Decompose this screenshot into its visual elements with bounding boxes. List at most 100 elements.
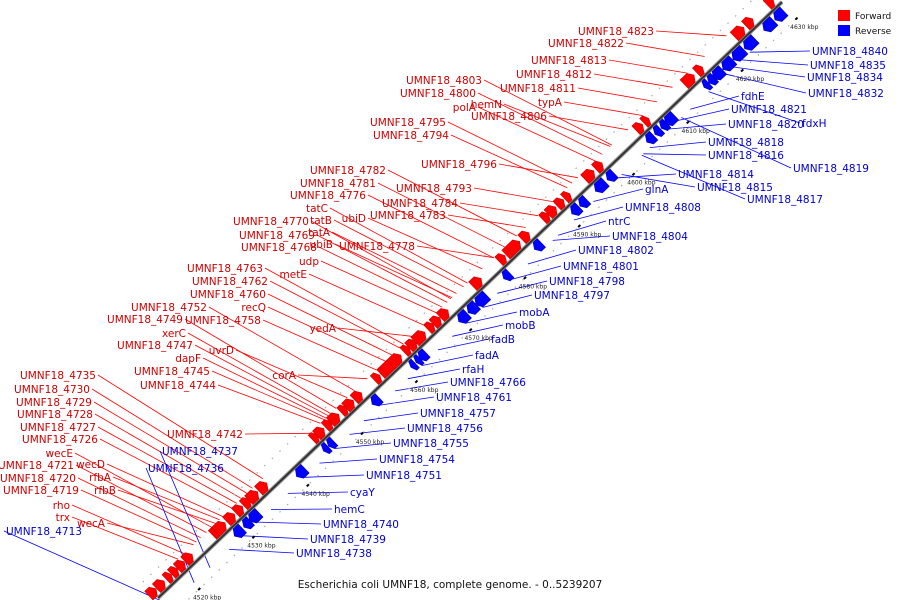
forward-gene-label: UMNF18_4782: [310, 165, 386, 177]
forward-gene-arrow: [222, 512, 237, 527]
reverse-gene-arrow: [413, 353, 425, 366]
forward-leader-line: [106, 463, 224, 517]
forward-gene-label: UMNF18_4793: [396, 183, 472, 195]
forward-gene-label: UMNF18_4800: [400, 88, 476, 100]
reverse-gene-label: UMNF18_4820: [728, 119, 804, 131]
reverse-gene-arrow: [474, 290, 492, 308]
reverse-gene-arrow: [762, 16, 779, 33]
forward-gene-label: UMNF18_4730: [14, 384, 90, 396]
forward-gene-label: xerC: [162, 328, 186, 340]
forward-leader-line: [447, 121, 573, 184]
reverse-leader-line: [421, 354, 474, 366]
forward-gene-label: UMNF18_4796: [421, 159, 497, 171]
reverse-leader-line: [552, 235, 611, 241]
forward-leader-line: [244, 432, 311, 435]
reverse-leader-line: [649, 141, 707, 148]
reverse-leader-line: [145, 467, 195, 583]
legend: Forward Reverse: [838, 10, 892, 37]
forward-leader-line: [80, 489, 197, 543]
forward-leader-line: [184, 318, 337, 409]
forward-leader-line: [91, 388, 253, 489]
forward-gene-label: yedA: [309, 323, 336, 335]
reverse-gene-label: cyaY: [350, 487, 375, 499]
reverse-leader-line: [734, 66, 806, 78]
reverse-gene-label: UMNF18_4736: [148, 463, 224, 475]
reverse-gene-label: UMNF18_4840: [812, 46, 888, 58]
scale-tick-label: 4590 kbp: [573, 232, 601, 239]
reverse-leader-line: [557, 220, 607, 236]
reverse-gene-label: UMNF18_4754: [379, 454, 455, 466]
reverse-gene-arrow: [532, 238, 546, 252]
reverse-gene-arrow: [417, 348, 431, 362]
forward-leader-line: [377, 182, 506, 248]
forward-gene-label: UMNF18_4744: [140, 380, 216, 392]
forward-leader-line: [112, 476, 220, 521]
reverse-leader-line: [593, 188, 644, 202]
forward-leader-line: [71, 516, 179, 560]
forward-gene-arrow: [336, 404, 349, 418]
forward-leader-line: [117, 489, 216, 524]
forward-gene-arrow: [741, 16, 755, 31]
label-leader-lines: [3, 30, 811, 600]
forward-gene-label: UMNF18_4776: [290, 190, 366, 202]
reverse-gene-label: rfaH: [462, 364, 484, 376]
forward-gene-arrow: [211, 520, 227, 537]
scale-tick: [794, 16, 799, 21]
forward-leader-line: [106, 522, 194, 546]
forward-gene-arrow: [559, 190, 573, 204]
forward-leader-line: [217, 384, 321, 424]
forward-leader-line: [235, 349, 348, 399]
forward-gene-arrow: [543, 205, 558, 219]
reverse-leader-line: [257, 521, 322, 525]
forward-gene-arrow: [172, 559, 187, 574]
reverse-leader-line: [689, 95, 740, 110]
forward-gene-arrow: [692, 64, 705, 78]
forward-gene-arrow: [386, 353, 403, 370]
forward-leader-line: [503, 103, 611, 147]
forward-leader-line: [483, 79, 613, 146]
reverse-gene-label: UMNF18_4751: [366, 470, 442, 482]
forward-gene-label: trx: [56, 512, 70, 524]
legend-reverse-swatch: [838, 25, 850, 36]
reverse-gene-arrow: [320, 441, 333, 454]
reverse-gene-arrow: [721, 55, 738, 72]
forward-leader-line: [625, 42, 705, 57]
forward-gene-label: UMNF18_4719: [3, 485, 79, 497]
forward-gene-label: UMNF18_4752: [131, 302, 207, 314]
forward-leader-line: [97, 426, 237, 504]
forward-gene-label: UMNF18_4794: [373, 130, 449, 142]
forward-gene-arrow: [341, 398, 355, 413]
forward-leader-line: [593, 73, 673, 88]
forward-leader-line: [337, 327, 412, 337]
forward-gene-label: UMNF18_4745: [134, 366, 210, 378]
scale-tick: [414, 379, 419, 384]
reverse-leader-line: [749, 50, 811, 53]
forward-leader-line: [75, 464, 207, 533]
reverse-leader-line: [270, 508, 333, 510]
scale-tick: [740, 68, 744, 73]
forward-gene-label: UMNF18_4727: [20, 422, 96, 434]
reverse-gene-label: mobB: [505, 320, 536, 332]
scale-tick-label: 4610 kbp: [682, 128, 710, 135]
scale-tick-label: 4620 kbp: [736, 76, 764, 83]
reverse-gene-arrow: [663, 110, 680, 127]
forward-gene-arrow: [238, 497, 252, 511]
reverse-leader-line: [334, 442, 392, 449]
reverse-gene-arrow: [645, 130, 659, 145]
forward-leader-line: [93, 401, 248, 494]
reverse-gene-label: UMNF18_4832: [808, 88, 884, 100]
scale-tick-label: 4540 kbp: [302, 491, 330, 498]
forward-leader-line: [269, 280, 400, 349]
reverse-gene-label: UMNF18_4737: [162, 446, 238, 458]
reverse-gene-label: glnA: [645, 184, 669, 196]
reverse-leader-line: [395, 381, 449, 392]
reverse-gene-label: fdxH: [802, 118, 826, 130]
forward-gene-label: metE: [280, 269, 307, 281]
reverse-gene-label: hemC: [334, 504, 365, 516]
reverse-gene-label: UMNF18_4814: [678, 169, 754, 181]
reverse-gene-arrow: [731, 44, 749, 62]
reverse-gene-arrow: [408, 358, 420, 371]
reverse-gene-label: ntrC: [608, 216, 630, 228]
reverse-leader-line: [678, 108, 730, 121]
